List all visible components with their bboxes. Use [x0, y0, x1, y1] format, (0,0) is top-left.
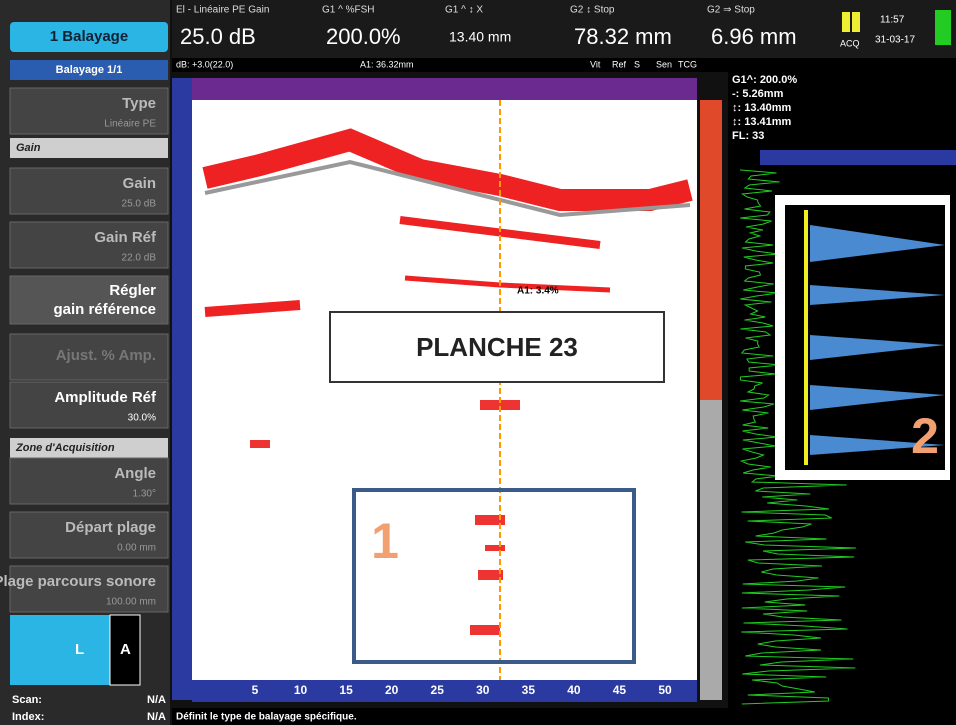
readout-value: 25.0 dB [180, 24, 256, 49]
sub-db: dB: +3.0(22.0) [176, 59, 233, 69]
battery [935, 10, 951, 45]
menu-value[interactable]: 0.00 mm [117, 543, 156, 554]
menu-value[interactable]: 1.30° [133, 489, 156, 500]
readout-value: 6.96 mm [711, 24, 797, 49]
readout-label: G1 ^ ↕ X [445, 5, 483, 16]
menu-value[interactable]: Linéaire PE [104, 119, 156, 130]
x-tick-label: 20 [385, 683, 399, 697]
acq: ACQ [840, 38, 860, 48]
readout-value: 13.40 mm [449, 29, 511, 45]
x-tick-label: 5 [252, 683, 259, 697]
readout-label: El - Linéaire PE Gain [176, 5, 269, 16]
scan-label: Scan: [12, 694, 42, 706]
screen: 1 Balayage Balayage 1/1 Type Linéaire PE G… [0, 0, 956, 725]
section-label: Zone d'Acquisition [15, 442, 115, 454]
scan-value: N/A [147, 694, 166, 706]
status-text: Définit le type de balayage spécifique. [176, 712, 357, 723]
header [172, 0, 956, 58]
info-line: FL: 33 [732, 130, 764, 142]
flag: TCG [678, 59, 697, 69]
scan-nav-label[interactable]: Balayage 1/1 [56, 64, 123, 76]
menu-value[interactable]: 25.0 dB [122, 199, 157, 210]
info-line: ↕: 13.41mm [732, 116, 792, 128]
info-line: ↕: 13.40mm [732, 102, 792, 114]
sub-a1: A1: 36.32mm [360, 59, 414, 69]
flag: Ref [612, 59, 627, 69]
x-tick-label: 25 [431, 683, 445, 697]
zone-2-label: 2 [911, 408, 939, 464]
mode-l-label[interactable]: L [75, 641, 84, 658]
time: 11:57 [880, 15, 905, 26]
menu-label[interactable]: Plage parcours sonore [0, 573, 156, 590]
menu-label[interactable]: Gain Réf [94, 229, 157, 246]
menu-label[interactable]: Type [122, 95, 156, 112]
index-value: N/A [147, 711, 166, 723]
readout-label: G1 ^ %FSH [322, 5, 374, 16]
info-line: G1^: 200.0% [732, 74, 797, 86]
left-ruler [172, 78, 192, 700]
color-bar [700, 100, 722, 400]
overlay-title: PLANCHE 23 [416, 332, 578, 362]
menu-label[interactable]: gain référence [53, 301, 156, 318]
menu-label[interactable]: Amplitude Réf [54, 389, 157, 406]
readout-value: 78.32 mm [574, 24, 672, 49]
menu-label[interactable]: Ajust. % Amp. [56, 347, 156, 364]
flag: Sen [656, 59, 672, 69]
x-tick-label: 30 [476, 683, 490, 697]
color-bar-gray [700, 400, 722, 700]
top-scale [192, 78, 697, 100]
menu-value[interactable]: 100.00 mm [106, 597, 156, 608]
index-label: Index: [12, 711, 44, 723]
menu-label[interactable]: Départ plage [65, 519, 156, 536]
flag: Vit [590, 59, 601, 69]
x-tick-label: 50 [658, 683, 672, 697]
x-tick-label: 15 [339, 683, 353, 697]
date: 31-03-17 [875, 35, 915, 46]
tab-label[interactable]: 1 Balayage [50, 28, 128, 45]
cursor-label: A1: 3.4% [517, 286, 559, 297]
x-tick-label: 40 [567, 683, 581, 697]
mode-a-label[interactable]: A [120, 641, 131, 658]
menu-label[interactable]: Gain [123, 175, 156, 192]
section-label: Gain [16, 142, 41, 154]
flag: S [634, 59, 640, 69]
zone-1-label: 1 [371, 513, 399, 569]
menu-value[interactable]: 22.0 dB [122, 253, 157, 264]
readout-value: 200.0% [326, 24, 401, 49]
readout-label: G2 ↕ Stop [570, 5, 615, 16]
info-line: -: 5.26mm [732, 88, 784, 100]
x-tick-label: 35 [522, 683, 536, 697]
menu-label[interactable]: Angle [114, 465, 156, 482]
menu-label[interactable]: Régler [109, 282, 156, 299]
readout-label: G2 ⇒ Stop [707, 5, 755, 16]
x-tick-label: 10 [294, 683, 308, 697]
mode-l[interactable] [10, 615, 110, 685]
menu-value[interactable]: 30.0% [128, 413, 156, 424]
x-tick-label: 45 [613, 683, 627, 697]
